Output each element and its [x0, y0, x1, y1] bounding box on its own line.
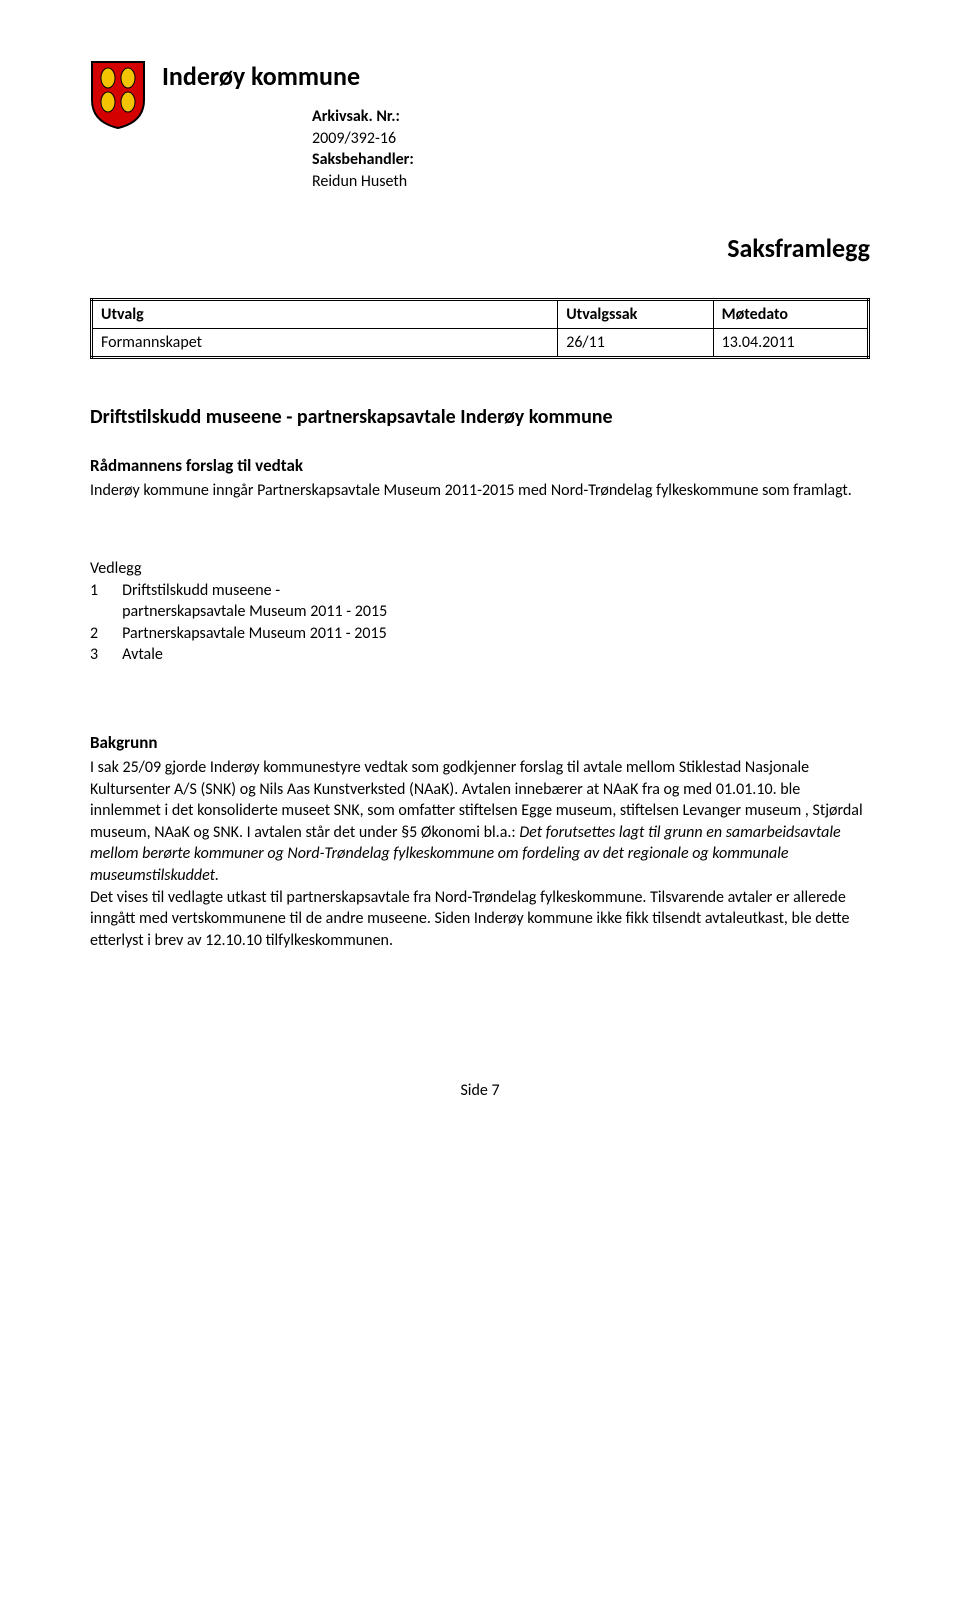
coat-of-arms-icon [90, 60, 146, 130]
vedlegg-text: Avtale [122, 644, 387, 666]
utvalg-table: Utvalg Utvalgssak Møtedato Formannskapet… [90, 298, 870, 359]
case-title: Driftstilskudd museene - partnerskapsavt… [90, 405, 870, 429]
arkiv-value: 2009/392-16 [312, 128, 870, 150]
vedlegg-num: 3 [90, 644, 122, 666]
cell-dato: 13.04.2011 [713, 329, 868, 358]
vedlegg-list: 1 Driftstilskudd museene - partnerskapsa… [90, 580, 387, 666]
col-motedato: Møtedato [713, 300, 868, 329]
col-utvalg: Utvalg [92, 300, 558, 329]
vedlegg-num: 1 [90, 580, 122, 623]
table-header-row: Utvalg Utvalgssak Møtedato [92, 300, 869, 329]
bakgrunn-heading: Bakgrunn [90, 732, 870, 753]
radmann-text: Inderøy kommune inngår Partnerskapsavtal… [90, 480, 870, 502]
table-row: Formannskapet 26/11 13.04.2011 [92, 329, 869, 358]
saksframlegg-heading: Saksframlegg [90, 232, 870, 264]
vedlegg-text: Partnerskapsavtale Museum 2011 - 2015 [122, 623, 387, 645]
radmann-heading: Rådmannens forslag til vedtak [90, 455, 870, 476]
arkiv-label: Arkivsak. Nr.: [312, 107, 400, 126]
vedlegg-item: 3 Avtale [90, 644, 387, 666]
vedlegg-heading: Vedlegg [90, 558, 870, 580]
bakgrunn-p1: I sak 25/09 gjorde Inderøy kommunestyre … [90, 757, 870, 887]
saksbehandler-value: Reidun Huseth [312, 171, 870, 193]
vedlegg-text: Driftstilskudd museene - partnerskapsavt… [122, 580, 387, 623]
saksbehandler-label: Saksbehandler: [312, 150, 414, 169]
case-meta: Arkivsak. Nr.: 2009/392-16 Saksbehandler… [312, 106, 870, 192]
vedlegg-item: 1 Driftstilskudd museene - partnerskapsa… [90, 580, 387, 623]
cell-utvalg: Formannskapet [92, 329, 558, 358]
col-utvalgssak: Utvalgssak [558, 300, 713, 329]
bakgrunn-p2: Det vises til vedlagte utkast til partne… [90, 887, 870, 952]
vedlegg-item: 2 Partnerskapsavtale Museum 2011 - 2015 [90, 623, 387, 645]
page-footer: Side 7 [90, 1081, 870, 1100]
cell-sak: 26/11 [558, 329, 713, 358]
municipality-title: Inderøy kommune [162, 60, 870, 92]
vedlegg-num: 2 [90, 623, 122, 645]
